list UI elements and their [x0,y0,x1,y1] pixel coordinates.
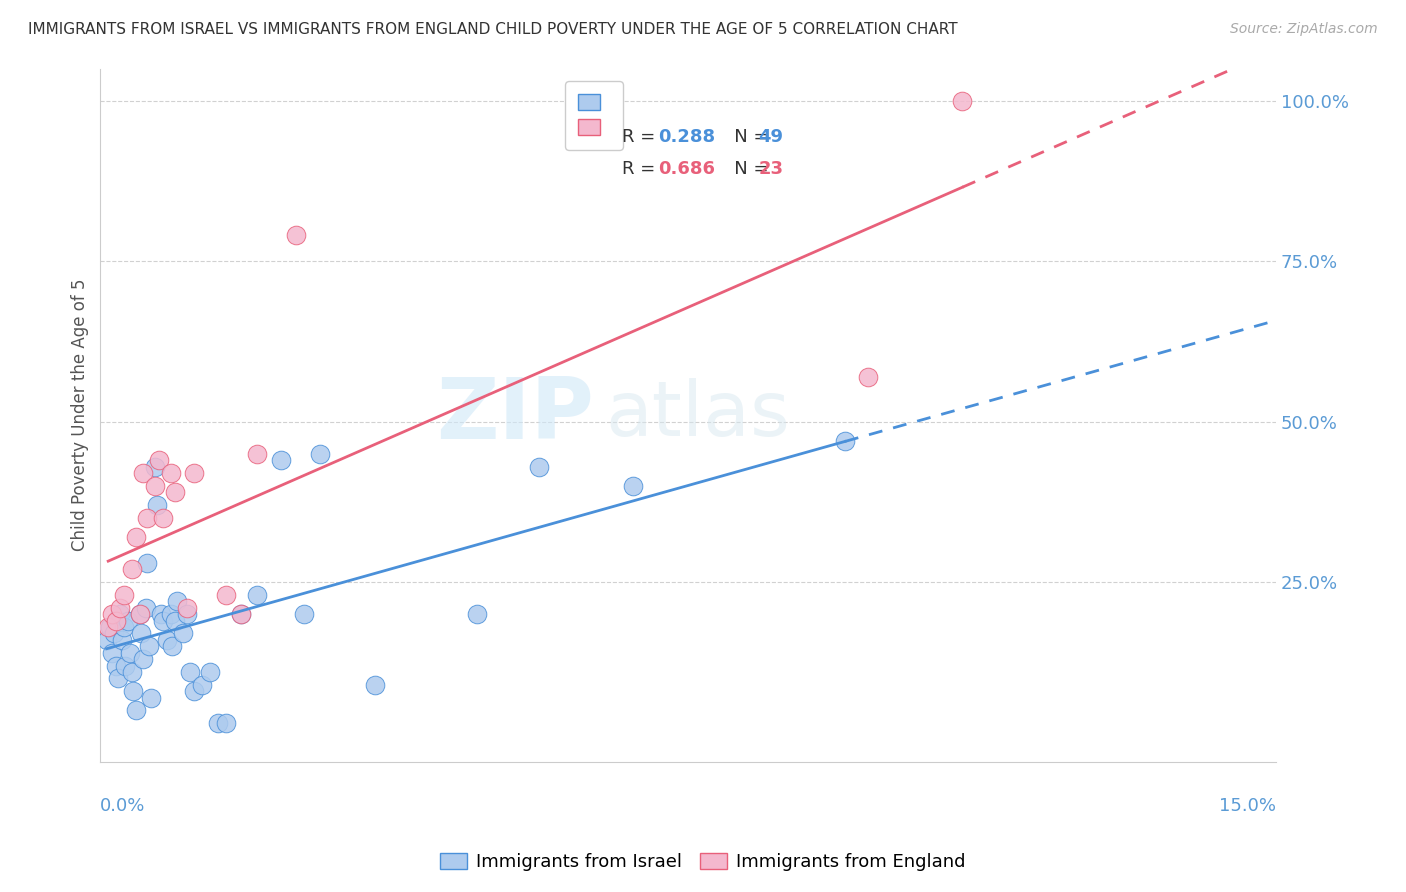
Point [363,678,385,692]
Point [156,632,179,647]
Point [246,588,269,602]
Text: atlas: atlas [606,378,790,452]
Point [215,588,238,602]
Point [111,632,134,647]
Point [285,228,308,243]
Point [143,459,166,474]
Text: 0.686: 0.686 [658,161,716,178]
Text: R =: R = [621,161,661,178]
Point [112,588,135,602]
Point [117,614,139,628]
Text: ZIP: ZIP [436,374,595,457]
Point [114,658,136,673]
Point [163,485,186,500]
Point [176,600,198,615]
Point [163,614,186,628]
Text: R =: R = [621,128,661,146]
Point [160,466,183,480]
Point [952,94,974,108]
Point [152,511,174,525]
Point [108,600,131,615]
Text: 49: 49 [758,128,783,146]
Text: N =: N = [717,128,775,146]
Point [121,665,143,679]
Point [172,626,194,640]
Point [128,607,150,622]
Point [124,704,146,718]
Point [107,672,129,686]
Text: 15.0%: 15.0% [1219,797,1277,814]
Point [96,632,118,647]
Legend: , : , [565,81,623,150]
Point [150,607,173,622]
Text: 0.0%: 0.0% [100,797,146,814]
Point [529,459,551,474]
Point [135,600,157,615]
Point [128,607,150,622]
Text: Source: ZipAtlas.com: Source: ZipAtlas.com [1230,22,1378,37]
Point [858,369,880,384]
Point [183,684,205,698]
Point [465,607,488,622]
Point [834,434,856,448]
Point [122,684,145,698]
Text: IMMIGRANTS FROM ISRAEL VS IMMIGRANTS FROM ENGLAND CHILD POVERTY UNDER THE AGE OF: IMMIGRANTS FROM ISRAEL VS IMMIGRANTS FRO… [28,22,957,37]
Point [308,447,330,461]
Point [621,479,644,493]
Text: 23: 23 [758,161,783,178]
Point [162,640,184,654]
Point [105,614,128,628]
Point [198,665,221,679]
Point [120,646,142,660]
Point [179,665,201,679]
Point [138,640,160,654]
Point [136,511,159,525]
Point [231,607,253,622]
Point [129,626,152,640]
Point [141,690,163,705]
Point [148,453,170,467]
Text: 0.288: 0.288 [658,128,716,146]
Point [132,652,155,666]
Point [98,620,121,634]
Point [292,607,315,622]
Point [132,466,155,480]
Point [160,607,183,622]
Point [270,453,292,467]
Point [124,530,146,544]
Point [231,607,253,622]
Point [176,607,198,622]
Point [136,556,159,570]
Text: N =: N = [717,161,775,178]
Point [143,479,166,493]
Point [112,620,135,634]
Point [101,607,124,622]
Y-axis label: Child Poverty Under the Age of 5: Child Poverty Under the Age of 5 [72,279,89,551]
Point [97,620,120,634]
Point [152,614,174,628]
Point [101,646,124,660]
Point [108,607,131,622]
Point [246,447,269,461]
Point [207,716,229,731]
Point [121,562,143,576]
Point [166,594,188,608]
Point [215,716,238,731]
Point [183,466,205,480]
Point [105,658,128,673]
Point [191,678,214,692]
Legend: Immigrants from Israel, Immigrants from England: Immigrants from Israel, Immigrants from … [433,846,973,879]
Point [103,626,125,640]
Point [146,498,169,512]
